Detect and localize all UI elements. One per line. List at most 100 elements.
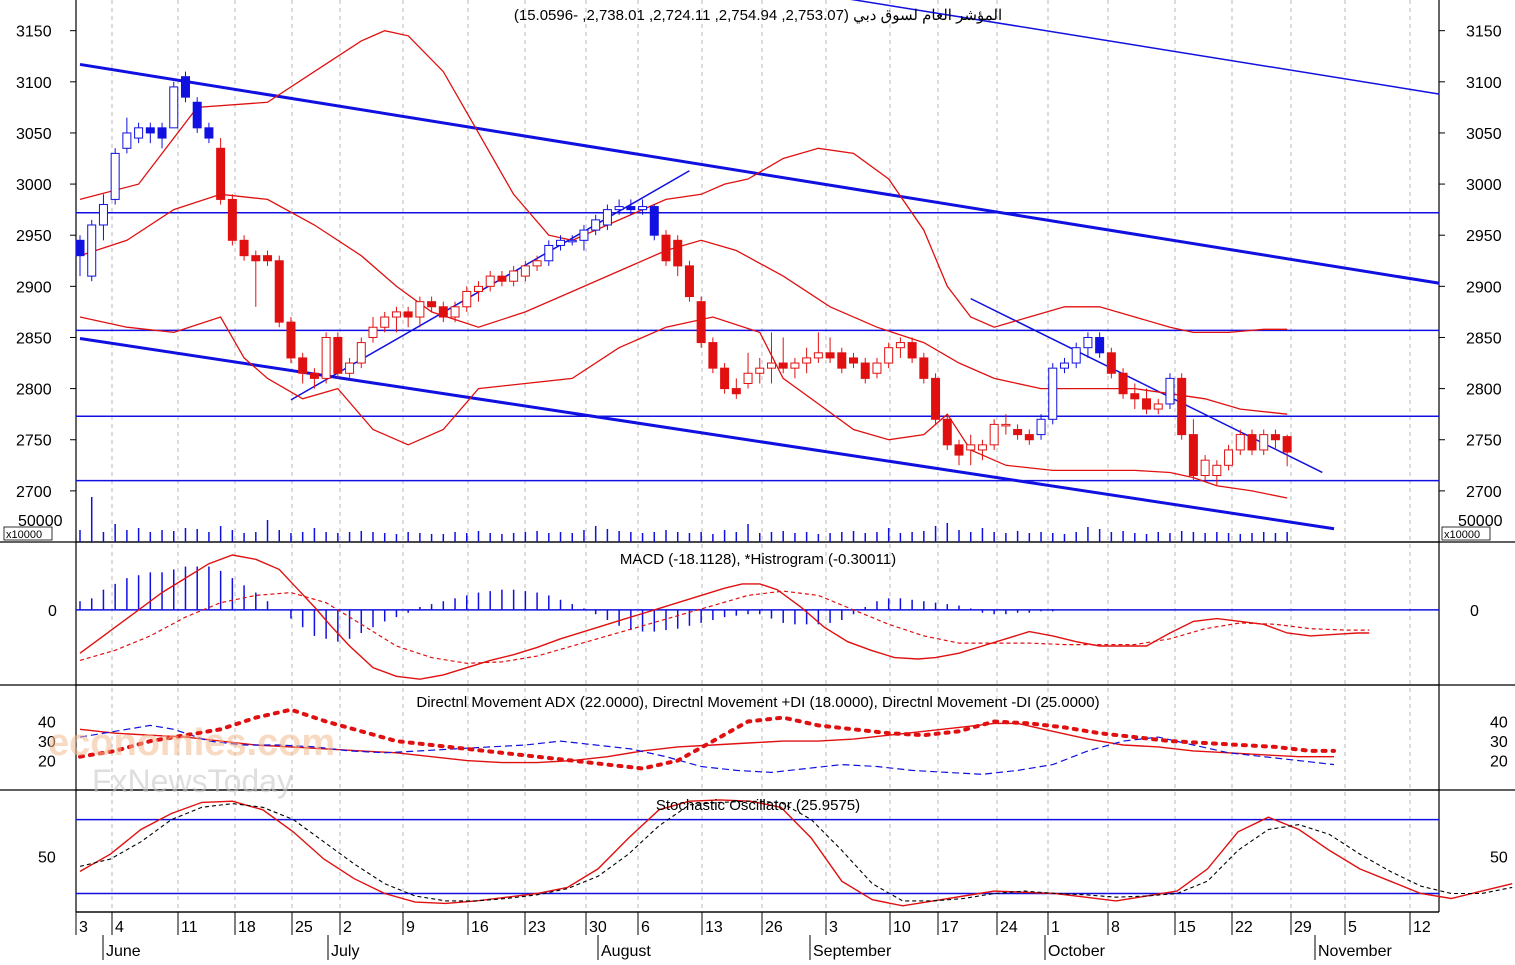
candle-body-67 bbox=[860, 362, 870, 379]
candle-body-9 bbox=[180, 76, 190, 98]
candle-body-15 bbox=[251, 255, 261, 262]
candle-body-34 bbox=[473, 285, 483, 292]
candle-body-80 bbox=[1013, 429, 1023, 436]
macd-signal-line bbox=[79, 590, 1370, 664]
candle-body-101 bbox=[1259, 434, 1269, 451]
candle-body-0 bbox=[75, 239, 85, 257]
candle-body-12 bbox=[216, 147, 226, 200]
candle-body-40 bbox=[544, 244, 554, 262]
candle-body-61 bbox=[790, 362, 800, 369]
candle-body-17 bbox=[274, 260, 284, 323]
macd-ylabel-left-0: 0 bbox=[48, 603, 57, 620]
dmi-ylabel-right-0: 20 bbox=[1490, 754, 1508, 771]
macd-title: MACD (-18.1128), *Histrogram (-0.30011) bbox=[620, 551, 896, 568]
candle-body-28 bbox=[403, 311, 413, 318]
x-day-label-0: 3 bbox=[79, 919, 88, 936]
candle-body-77 bbox=[977, 444, 987, 451]
trendline-lower-channel bbox=[79, 337, 1335, 531]
candle-body-49 bbox=[649, 206, 659, 236]
candle-body-35 bbox=[485, 275, 495, 287]
price-ylabel-left-2: 2800 bbox=[16, 382, 52, 399]
price-ylabel-right-5: 2950 bbox=[1466, 228, 1502, 245]
price-ylabel-right-6: 3000 bbox=[1466, 177, 1502, 194]
price-ylabel-right-0: 2700 bbox=[1466, 484, 1502, 501]
candle-body-7 bbox=[157, 127, 167, 139]
candle-body-102 bbox=[1270, 434, 1280, 441]
candle-body-47 bbox=[626, 206, 636, 211]
price-ylabel-right-1: 2750 bbox=[1466, 433, 1502, 450]
x-day-label-4: 25 bbox=[295, 919, 313, 936]
trendline-top-long-line bbox=[850, 0, 1440, 95]
candle-body-14 bbox=[239, 239, 249, 257]
candle-body-62 bbox=[802, 357, 812, 364]
watermark: economies.com FxNewsToday bbox=[48, 722, 335, 799]
dmi-title: Directnl Movement ADX (22.0000), Directn… bbox=[416, 694, 1099, 711]
price-ylabel-left-7: 3050 bbox=[16, 126, 52, 143]
candle-body-13 bbox=[227, 198, 237, 241]
candle-body-95 bbox=[1188, 434, 1198, 477]
candle-body-52 bbox=[684, 265, 694, 298]
candle-body-70 bbox=[895, 342, 905, 349]
dmi-minus-di-line bbox=[78, 707, 1336, 771]
candle-body-45 bbox=[602, 209, 612, 226]
x-day-label-16: 24 bbox=[1000, 919, 1018, 936]
candle-body-64 bbox=[825, 352, 835, 359]
x-day-label-19: 15 bbox=[1178, 919, 1196, 936]
x-month-label-3: September bbox=[813, 943, 892, 960]
candle-body-65 bbox=[837, 352, 847, 369]
x-day-label-8: 23 bbox=[528, 919, 546, 936]
stoch-d-line bbox=[79, 800, 1513, 902]
price-ylabel-left-4: 2900 bbox=[16, 279, 52, 296]
candle-body-79 bbox=[1001, 423, 1011, 427]
candle-body-92 bbox=[1153, 403, 1163, 410]
candle-body-76 bbox=[966, 444, 976, 451]
volume-ylabel-left: 50000 bbox=[18, 513, 63, 530]
candle-body-38 bbox=[520, 265, 530, 277]
candle-body-27 bbox=[391, 311, 401, 318]
price-ylabel-left-0: 2700 bbox=[16, 484, 52, 501]
candle-body-31 bbox=[438, 306, 448, 318]
price-ylabel-right-7: 3050 bbox=[1466, 126, 1502, 143]
candle-body-82 bbox=[1036, 418, 1046, 436]
watermark-sub: FxNewsToday bbox=[92, 763, 293, 799]
candle-body-5 bbox=[134, 127, 144, 139]
stoch-ylabel-right-0: 50 bbox=[1490, 850, 1508, 867]
candle-body-1 bbox=[87, 224, 97, 277]
bollinger-upper-line bbox=[79, 30, 1288, 334]
x-day-label-15: 17 bbox=[941, 919, 959, 936]
candle-body-85 bbox=[1071, 347, 1081, 364]
candle-body-19 bbox=[298, 357, 308, 374]
dmi-ylabel-left-0: 20 bbox=[38, 754, 56, 771]
x-day-label-7: 16 bbox=[471, 919, 489, 936]
volume-ylabel-right: 50000 bbox=[1458, 513, 1503, 530]
candle-body-8 bbox=[169, 86, 179, 129]
x-month-label-4: October bbox=[1048, 943, 1106, 960]
candle-body-83 bbox=[1048, 367, 1058, 420]
x-month-label-0: June bbox=[106, 943, 141, 960]
x-day-label-9: 30 bbox=[589, 919, 607, 936]
volume-mult-box-right bbox=[1441, 526, 1491, 541]
candle-body-87 bbox=[1095, 336, 1105, 354]
price-ylabel-right-4: 2900 bbox=[1466, 279, 1502, 296]
macd-line bbox=[79, 554, 1370, 680]
candle-body-53 bbox=[696, 301, 706, 344]
candle-body-50 bbox=[661, 234, 671, 262]
candle-body-3 bbox=[110, 152, 120, 200]
candle-body-10 bbox=[192, 101, 202, 129]
candle-body-54 bbox=[708, 342, 718, 369]
price-ylabel-right-9: 3150 bbox=[1466, 24, 1502, 41]
x-day-label-18: 8 bbox=[1111, 919, 1120, 936]
candle-body-36 bbox=[497, 275, 507, 282]
candle-body-46 bbox=[614, 206, 624, 211]
candle-body-75 bbox=[954, 444, 964, 456]
x-month-label-5: November bbox=[1318, 943, 1392, 960]
candle-body-90 bbox=[1130, 393, 1140, 400]
candle-body-37 bbox=[509, 270, 519, 282]
price-ylabel-right-3: 2850 bbox=[1466, 330, 1502, 347]
candle-body-66 bbox=[849, 357, 859, 364]
stoch-k-line bbox=[79, 799, 1513, 907]
candle-body-25 bbox=[368, 326, 378, 338]
price-ylabel-left-9: 3150 bbox=[16, 24, 52, 41]
stoch-ylabel-left-0: 50 bbox=[38, 850, 56, 867]
